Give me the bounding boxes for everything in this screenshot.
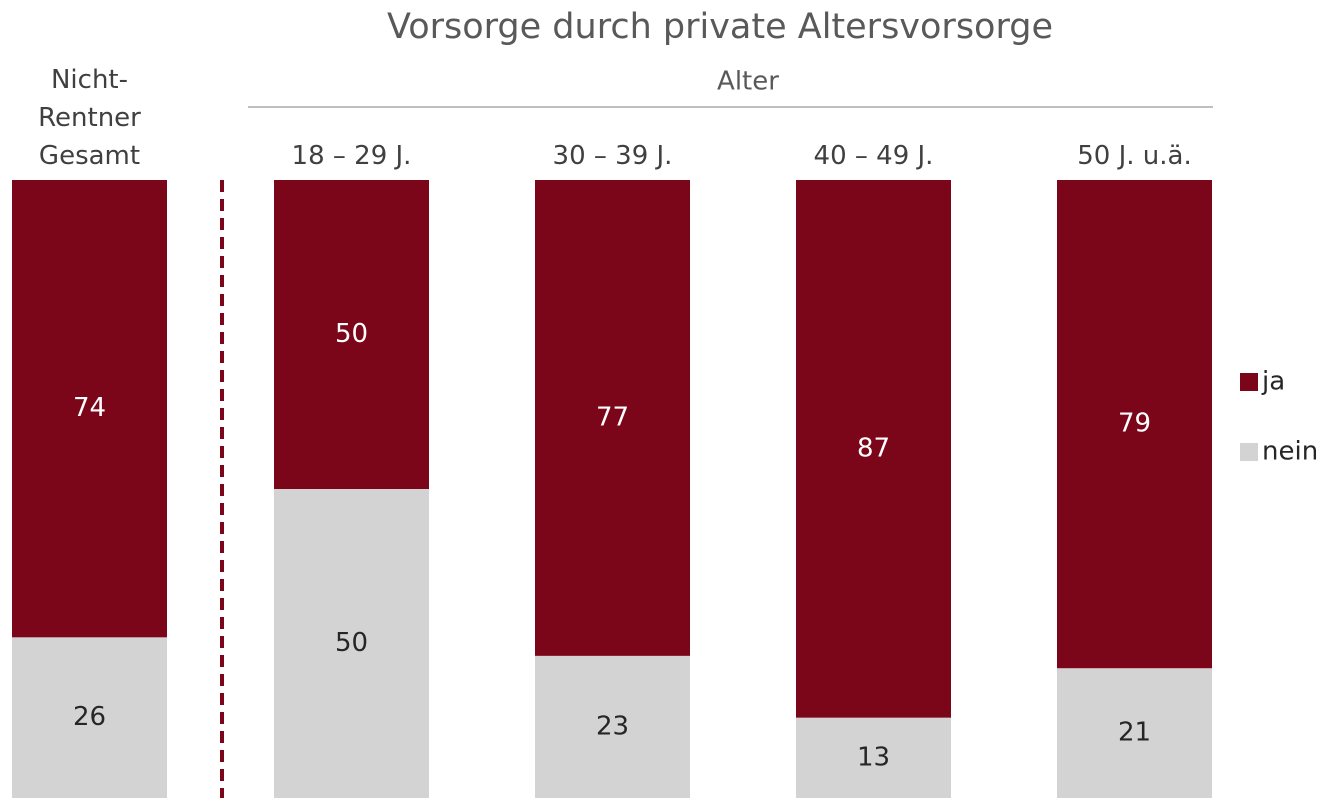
data-label: 74 [73, 393, 106, 423]
data-label: 23 [596, 711, 629, 741]
x-tick-label: 50 J. u.ä. [1077, 141, 1192, 171]
data-label: 79 [1118, 409, 1151, 439]
x-tick-label: 30 – 39 J. [552, 141, 673, 171]
bar-segment [796, 717, 951, 798]
data-label: 13 [857, 742, 890, 772]
bar-segment [12, 180, 167, 638]
bar-segment [1057, 668, 1212, 798]
x-tick-label: 40 – 49 J. [813, 141, 934, 171]
data-label: 26 [73, 702, 106, 732]
legend-swatch [1240, 373, 1258, 391]
bar-segment [274, 489, 429, 798]
bar-segment [1057, 180, 1212, 669]
group-label: Alter [717, 67, 779, 97]
bar-segment [12, 637, 167, 798]
bar-segment [274, 180, 429, 489]
bar-segment [535, 655, 690, 798]
legend-label: ja [1261, 367, 1285, 397]
data-label: 50 [335, 628, 368, 658]
data-label: 50 [335, 319, 368, 349]
data-label: 21 [1118, 718, 1151, 748]
x-tick-label: 18 – 29 J. [291, 141, 412, 171]
data-label: 87 [857, 433, 890, 463]
legend-swatch [1240, 443, 1258, 461]
legend-label: nein [1262, 437, 1318, 467]
bar-segment [535, 180, 690, 656]
data-label: 77 [596, 402, 629, 432]
x-tick-label: Nicht- Rentner Gesamt [38, 65, 141, 171]
bar-segment [796, 180, 951, 718]
chart-title: Vorsorge durch private Altersvorsorge [387, 7, 1053, 47]
